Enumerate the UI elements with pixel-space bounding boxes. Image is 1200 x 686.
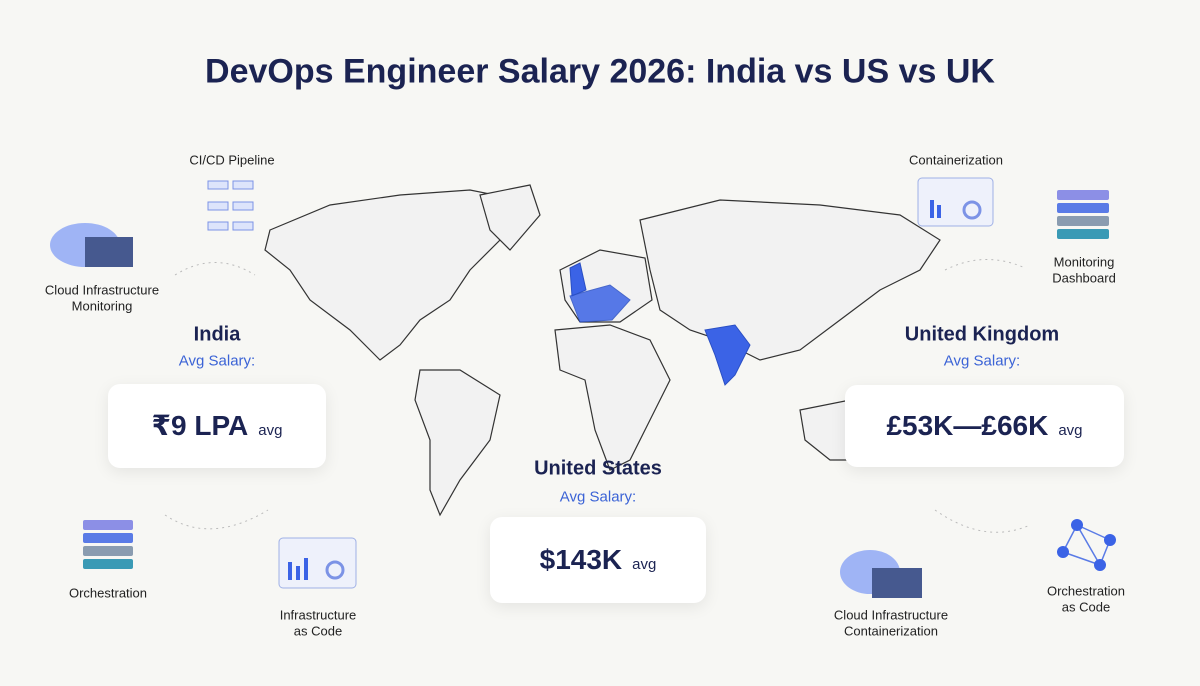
icon-label: Containerization: [844, 623, 938, 639]
region-label: Avg Salary:: [559, 488, 637, 506]
icon-label: Dashboard: [1052, 270, 1116, 286]
icon-label: Monitoring: [1053, 254, 1115, 270]
icon-label: Orchestration: [68, 585, 148, 601]
icon-label: Containerization: [909, 152, 1003, 168]
icon-label: Cloud Infrastructure: [44, 282, 160, 298]
salary-suffix: avg: [258, 422, 283, 439]
icon-label: Cloud Infrastructure: [833, 607, 949, 623]
salary-card: $143K avg: [490, 517, 706, 603]
icon-label: as Code: [293, 623, 343, 639]
icon-label: Orchestration: [1046, 583, 1126, 599]
region-name: United Kingdom: [904, 323, 1060, 346]
salary-value: £53K—£66K: [886, 410, 1049, 441]
icons: [50, 177, 1116, 598]
highlight-regions: [569, 262, 751, 386]
title: DevOps Engineer Salary 2026: India vs US…: [205, 52, 995, 91]
icon-label: CI/CD Pipeline: [189, 152, 275, 168]
salary-value: $143K: [539, 544, 623, 575]
region-name: United States: [534, 457, 662, 480]
region-label: Avg Salary:: [178, 352, 256, 370]
salary-value: ₹9 LPA: [151, 410, 249, 441]
salary-card: £53K—£66K avg: [845, 385, 1124, 467]
salary-card: ₹9 LPA avg: [108, 384, 326, 468]
salary-suffix: avg: [632, 556, 657, 573]
world-map: [264, 184, 941, 517]
salary-suffix: avg: [1058, 422, 1083, 439]
region-label: Avg Salary:: [943, 352, 1021, 370]
icon-label: as Code: [1061, 599, 1111, 615]
connectors: [164, 259, 1031, 533]
region-name: India: [193, 323, 241, 346]
icon-label: Monitoring: [71, 298, 133, 314]
icon-label: Infrastructure: [279, 607, 357, 623]
